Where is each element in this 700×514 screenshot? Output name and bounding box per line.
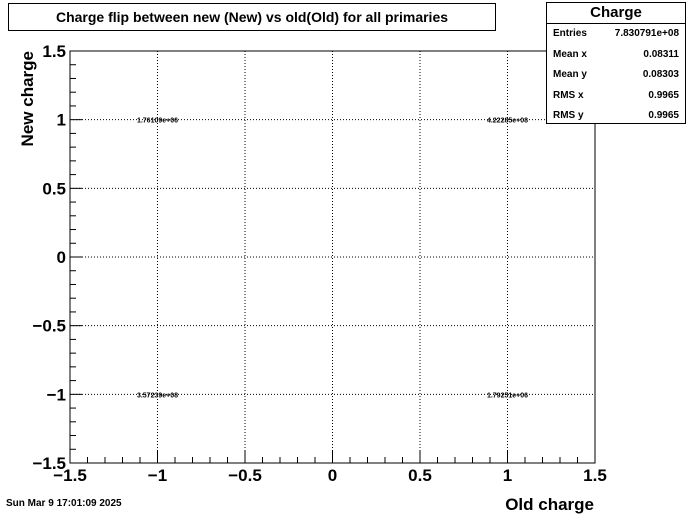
stats-label: RMS y xyxy=(553,110,584,121)
plot-frame xyxy=(69,50,596,464)
stats-title: Charge xyxy=(547,3,685,24)
stats-label: RMS x xyxy=(553,89,584,101)
chart-title-text: Charge flip between new (New) vs old(Old… xyxy=(55,9,449,25)
cell-labels: 1.76109e+06 4.22285e+08 3.57239e+08 1.79251… xyxy=(137,118,528,400)
stats-label: Mean y xyxy=(553,69,587,80)
minor-ticks xyxy=(69,50,596,464)
stats-row-mean-x: Mean x 0.08311 xyxy=(547,45,685,66)
date-stamp: Sun Mar 9 17:01:09 2025 xyxy=(6,498,122,509)
y-axis-ticks: −1.5 −1 −0.5 0 0.5 1 1.5 xyxy=(32,42,66,473)
y-tick-label: 1.5 xyxy=(42,42,66,61)
y-tick-label: 0.5 xyxy=(42,179,66,198)
x-tick-label: −1 xyxy=(148,466,167,485)
stats-row-entries: Entries 7.830791e+08 xyxy=(547,24,685,45)
chart-title: Charge flip between new (New) vs old(Old… xyxy=(8,3,496,31)
stats-row-mean-y: Mean y 0.08303 xyxy=(547,65,685,86)
y-tick-label: −0.5 xyxy=(32,317,66,336)
x-axis-title: Old charge xyxy=(505,495,594,514)
stats-row-rms-y: RMS y 0.9965 xyxy=(547,106,685,127)
x-tick-label: 0 xyxy=(328,466,337,485)
stats-value: 0.9965 xyxy=(648,110,679,121)
y-tick-label: −1 xyxy=(47,385,66,404)
x-tick-label: −1.5 xyxy=(53,466,87,485)
y-tick-label: 1 xyxy=(57,111,66,130)
stats-value: 7.830791e+08 xyxy=(614,28,679,39)
cell-value-label: 1.76109e+06 xyxy=(137,118,178,125)
x-tick-label: 0.5 xyxy=(408,466,432,485)
grid-lines xyxy=(70,51,595,463)
stats-value: 0.08303 xyxy=(642,69,679,80)
y-tick-label: −1.5 xyxy=(32,454,66,473)
stats-box: Charge Entries 7.830791e+08 Mean x 0.083… xyxy=(546,2,686,124)
cell-value-label: 4.22285e+08 xyxy=(487,118,528,125)
stats-value: 0.08311 xyxy=(643,48,679,60)
x-axis-ticks: −1.5 −1 −0.5 0 0.5 1 1.5 xyxy=(53,466,607,485)
cell-value-label: 1.79251e+06 xyxy=(487,392,528,399)
x-tick-label: −0.5 xyxy=(228,466,262,485)
y-axis-title: New charge xyxy=(18,51,37,146)
stats-row-rms-x: RMS x 0.9965 xyxy=(547,86,685,107)
stats-label: Mean x xyxy=(553,48,587,60)
y-tick-label: 0 xyxy=(57,248,66,267)
cell-value-label: 3.57239e+08 xyxy=(137,392,178,399)
x-tick-label: 1 xyxy=(503,466,512,485)
x-tick-label: 1.5 xyxy=(583,466,607,485)
stats-label: Entries xyxy=(553,28,587,39)
stats-value: 0.9965 xyxy=(648,89,679,101)
